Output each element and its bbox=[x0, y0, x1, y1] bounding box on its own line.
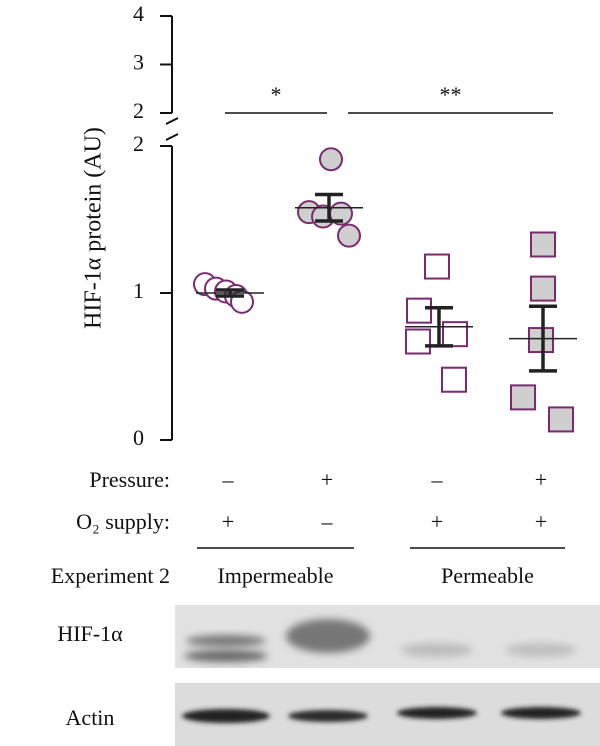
y-tick-label: 2 bbox=[133, 131, 144, 156]
data-point bbox=[442, 321, 468, 348]
significance-label: ** bbox=[440, 82, 462, 107]
data-point bbox=[337, 223, 361, 248]
axis-break bbox=[165, 117, 179, 125]
blot-label: Actin bbox=[66, 705, 115, 730]
y-tick-label: 2 bbox=[133, 98, 144, 123]
significance-label: * bbox=[271, 82, 282, 107]
condition-value: + bbox=[321, 467, 333, 492]
condition-value: + bbox=[222, 509, 234, 534]
y-axis-label: HIF-1α protein (AU) bbox=[81, 127, 107, 329]
blot-actin bbox=[175, 683, 600, 746]
data-point bbox=[528, 327, 554, 354]
data-point bbox=[510, 384, 536, 411]
data-point bbox=[405, 328, 431, 355]
condition-label: Pressure: bbox=[89, 467, 170, 492]
y-tick-label: 4 bbox=[133, 1, 144, 26]
condition-value: – bbox=[321, 509, 334, 534]
data-point bbox=[406, 297, 432, 324]
group-label: Impermeable bbox=[217, 563, 333, 588]
condition-label: O₂ supply: bbox=[76, 509, 170, 534]
y-tick-label: 1 bbox=[133, 278, 144, 303]
condition-value: – bbox=[222, 467, 235, 492]
experiment-label: Experiment 2 bbox=[51, 563, 170, 588]
condition-value: + bbox=[535, 509, 547, 534]
y-tick-label: 0 bbox=[133, 425, 144, 450]
condition-value: – bbox=[431, 467, 444, 492]
y-tick-label: 3 bbox=[133, 50, 144, 75]
data-point bbox=[230, 289, 254, 314]
data-point bbox=[424, 253, 450, 280]
data-point bbox=[530, 275, 556, 302]
data-point bbox=[530, 231, 556, 258]
data-point bbox=[319, 147, 343, 172]
group-label: Permeable bbox=[441, 563, 534, 588]
blot-hif bbox=[175, 605, 600, 668]
axis-break bbox=[165, 133, 179, 141]
condition-value: + bbox=[431, 509, 443, 534]
data-point bbox=[441, 366, 467, 393]
data-point bbox=[548, 406, 574, 433]
blot-label: HIF-1α bbox=[57, 621, 123, 646]
condition-value: + bbox=[535, 467, 547, 492]
